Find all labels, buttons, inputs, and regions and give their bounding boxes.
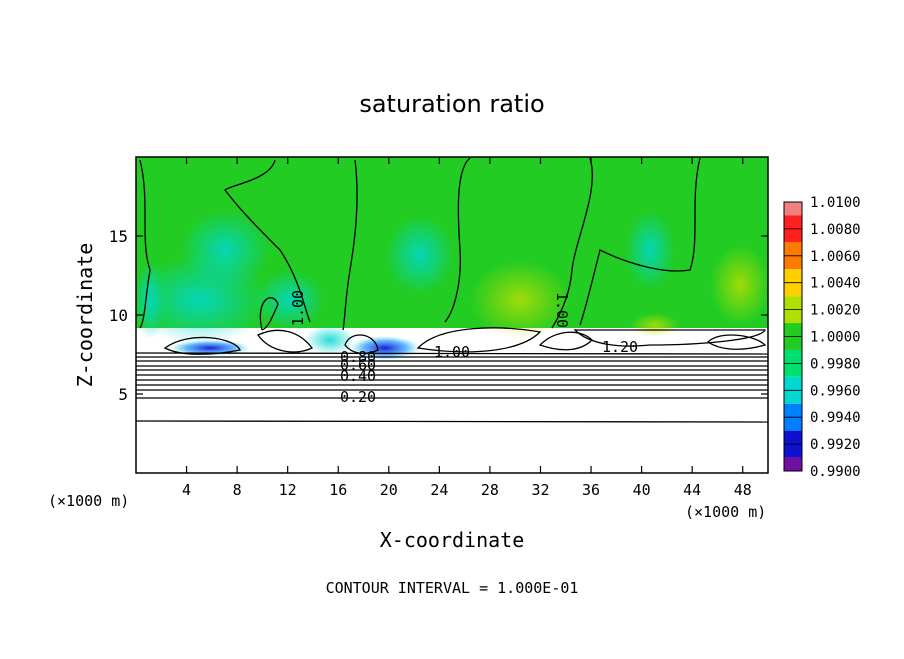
- colorbar-label: 1.0080: [810, 222, 861, 238]
- contour-label: 0.60: [340, 356, 376, 374]
- field-shading: [470, 260, 570, 340]
- field-shading: [630, 313, 680, 337]
- field-shading: [305, 325, 355, 355]
- dry-region: [136, 352, 768, 473]
- colorbar-label: 0.9900: [810, 464, 861, 480]
- contour-line: [136, 365, 768, 367]
- x-tick-label: 44: [683, 481, 701, 499]
- contour-line: [136, 374, 768, 376]
- x-tick-label: 16: [329, 481, 347, 499]
- contour-line: [224, 159, 311, 323]
- colorbar-label: 0.9940: [810, 410, 861, 426]
- y-tick-label: 10: [109, 306, 128, 325]
- contour-label: 0.80: [340, 348, 376, 366]
- contour-line: [136, 379, 768, 381]
- contour-line: [342, 159, 358, 331]
- colorbar-label: 0.9980: [810, 356, 861, 372]
- contour-line: [136, 356, 768, 358]
- cloud-boundary: [573, 329, 767, 347]
- contour-line: [136, 360, 768, 362]
- colorbar-label: 1.0000: [810, 330, 861, 346]
- contour-line: [136, 389, 768, 391]
- chart-title: saturation ratio: [359, 90, 544, 118]
- field-shading: [625, 210, 675, 290]
- cloud-boundary: [706, 334, 767, 350]
- y-tick-label: 15: [109, 227, 128, 246]
- field-shading: [180, 210, 270, 290]
- contour-label: 1.00: [289, 290, 307, 326]
- contour-line: [139, 159, 151, 329]
- cloud-boundary: [416, 327, 542, 353]
- colorbar-label: 0.9920: [810, 437, 861, 453]
- colorbar-label: 0.9960: [810, 383, 861, 399]
- colorbar-label: 1.0020: [810, 303, 861, 319]
- contour-line: [551, 157, 593, 329]
- colorbar: 1.0100 1.0080 1.0060 1.0040 1.0020 1.0000 0.99…: [783, 195, 861, 480]
- contour-interval-note: CONTOUR INTERVAL = 1.000E-01: [326, 579, 579, 597]
- cloud-boundary: [257, 329, 313, 353]
- y-axis-label: Z-coordinate: [73, 243, 97, 388]
- field-shading: [385, 215, 455, 295]
- x-tick-label: 28: [481, 481, 499, 499]
- x-tick-label: 4: [182, 481, 191, 499]
- contour-label: 1.00: [434, 343, 470, 361]
- colorbar-label: 1.0040: [810, 276, 861, 292]
- y-tick-label: 5: [118, 385, 128, 404]
- x-axis-label: X-coordinate: [380, 528, 525, 552]
- contour-line: [136, 352, 768, 355]
- x-unit-label-left: (×1000 m): [48, 492, 129, 510]
- contour-line: [136, 397, 768, 399]
- x-tick-label: 36: [582, 481, 600, 499]
- field-shading: [710, 245, 768, 325]
- contour-label: 0.40: [340, 367, 376, 385]
- x-tick-label: 8: [233, 481, 242, 499]
- contour-line: [136, 369, 768, 371]
- cloud-boundary: [538, 331, 593, 351]
- contour-line: [136, 384, 768, 386]
- contour-line: [259, 297, 279, 331]
- x-tick-label: 12: [279, 481, 297, 499]
- contour-line: [136, 420, 768, 423]
- x-tick-label: 32: [531, 481, 549, 499]
- contour-label: 1.20: [602, 338, 638, 356]
- cloud-boundary: [344, 334, 379, 355]
- contour-line: [444, 157, 471, 323]
- x-tick-label: 20: [380, 481, 398, 499]
- x-tick-label: 40: [633, 481, 651, 499]
- colorbar-swatch: [784, 457, 802, 471]
- contour-label: 1.00: [553, 292, 571, 328]
- contour-line: [579, 157, 701, 326]
- colorbar-label: 1.0060: [810, 249, 861, 265]
- x-tick-label: 48: [734, 481, 752, 499]
- colorbar-swatch: [784, 202, 802, 216]
- x-tick-label: 24: [430, 481, 448, 499]
- saturation-field: 1.00 1.00 1.00 1.20 0.800.600.40 0.20: [136, 157, 768, 473]
- contour-label: 0.20: [340, 388, 376, 406]
- colorbar-label: 1.0100: [810, 195, 861, 211]
- x-unit-label-right: (×1000 m): [685, 503, 766, 521]
